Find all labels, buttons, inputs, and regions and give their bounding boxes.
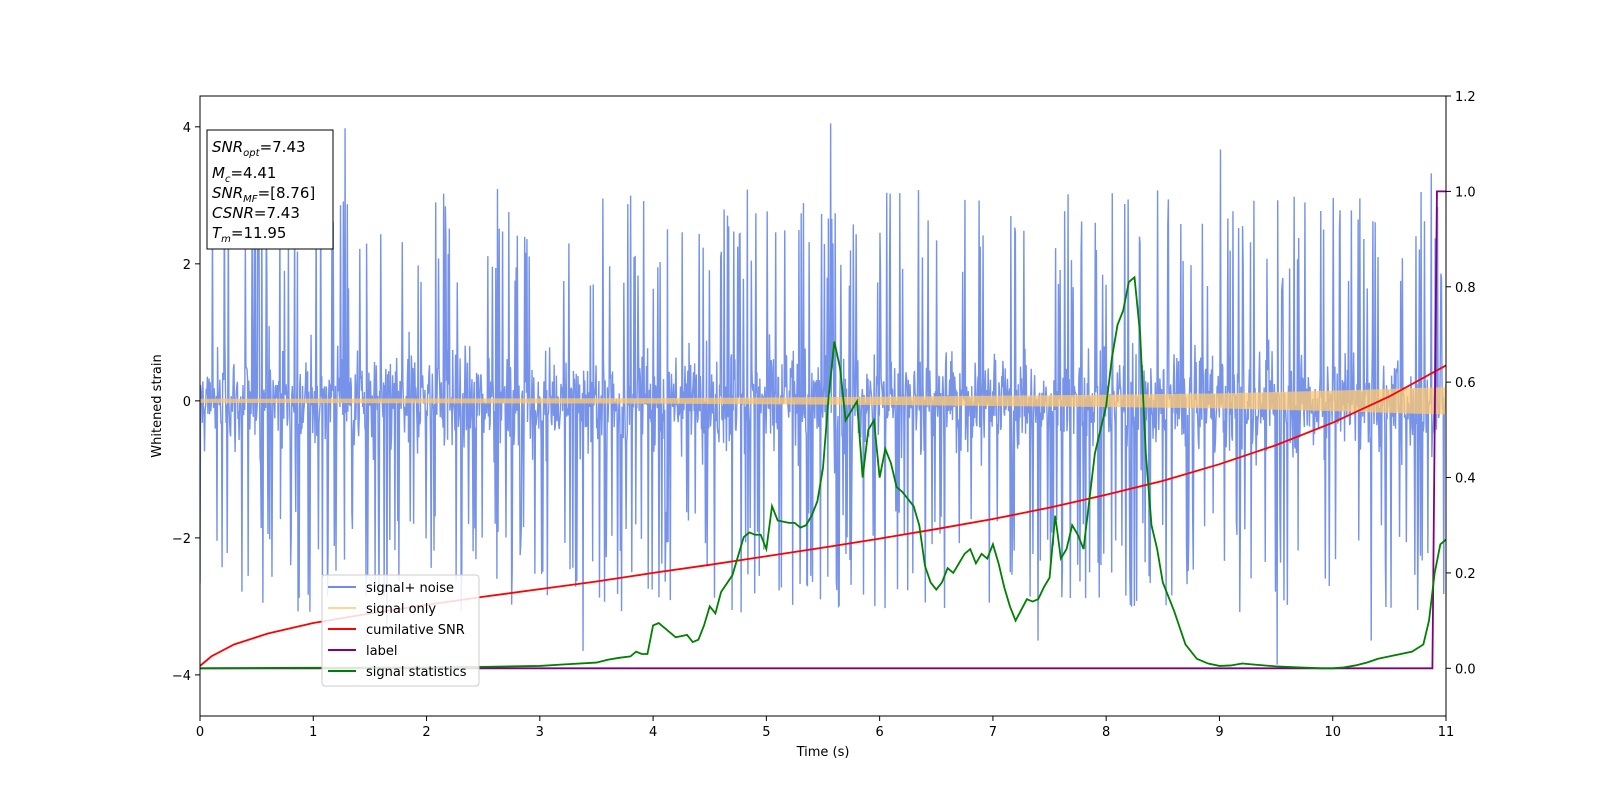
series-signal-statistics: [200, 275, 1446, 670]
plot-area: [200, 123, 1446, 670]
legend: signal+ noise signal only cumilative SNR la…: [321, 574, 480, 687]
x-tick-label: 3: [536, 725, 544, 740]
series-signal-only: [200, 387, 1446, 415]
series-cumilative-snr: [200, 364, 1446, 667]
annotation-snr-opt: SNRopt=7.43: [212, 138, 306, 159]
x-axis: 0 1 2 3 4 5 6 7 8 9 10 11: [196, 716, 1454, 740]
y-axis-left: −4 −2 0 2 4: [172, 121, 200, 684]
x-axis-label: Time (s): [796, 745, 850, 760]
y-tick-label: 2: [183, 258, 191, 273]
legend-label-signal-noise: signal+ noise: [366, 581, 454, 596]
x-tick-label: 7: [989, 725, 997, 740]
annotation-snr-mf: SNRMF=[8.76]: [212, 184, 315, 205]
plot-frame: [199, 95, 1447, 717]
x-tick-label: 8: [1102, 725, 1110, 740]
x-tick-label: 0: [196, 725, 204, 740]
x-tick-label: 11: [1438, 725, 1455, 740]
x-tick-label: 1: [309, 725, 317, 740]
y-axis-label: Whitened strain: [150, 354, 165, 457]
y-tick-label: 4: [183, 121, 191, 136]
annotation-mc: Mc=4.41: [212, 164, 276, 185]
x-tick-label: 10: [1324, 725, 1341, 740]
x-tick-label: 4: [649, 725, 657, 740]
annotation-frame: [206, 129, 334, 250]
x-tick-label: 5: [762, 725, 770, 740]
y2-tick-label: 0.0: [1455, 662, 1476, 677]
y2-tick-label: 1.0: [1455, 185, 1476, 200]
y2-tick-label: 0.2: [1455, 567, 1476, 582]
y-tick-label: −4: [172, 669, 191, 684]
legend-label-signal-only: signal only: [366, 602, 436, 617]
legend-label-label: label: [366, 644, 397, 659]
legend-label-cumilative-snr: cumilative SNR: [366, 623, 465, 638]
series-label: [200, 190, 1446, 670]
x-tick-label: 6: [875, 725, 883, 740]
y2-tick-label: 1.2: [1455, 90, 1476, 105]
y-tick-label: 0: [183, 395, 191, 410]
y2-tick-label: 0.8: [1455, 281, 1476, 296]
series-signal-noise: [200, 123, 1446, 665]
annotation-csnr: CSNR=7.43: [212, 204, 300, 222]
annotation-tm: Tm=11.95: [212, 224, 286, 245]
annotation-box: SNRopt=7.43 Mc=4.41 SNRMF=[8.76] CSNR=7.…: [206, 129, 334, 250]
y2-tick-label: 0.4: [1455, 472, 1476, 487]
y-axis-right: 0.0 0.2 0.4 0.6 0.8 1.0 1.2: [1446, 90, 1476, 677]
x-tick-label: 2: [422, 725, 430, 740]
y2-tick-label: 0.6: [1455, 376, 1476, 391]
x-tick-label: 9: [1215, 725, 1223, 740]
y-tick-label: −2: [172, 532, 191, 547]
legend-label-signal-statistics: signal statistics: [366, 665, 467, 680]
legend-frame: [321, 574, 480, 687]
